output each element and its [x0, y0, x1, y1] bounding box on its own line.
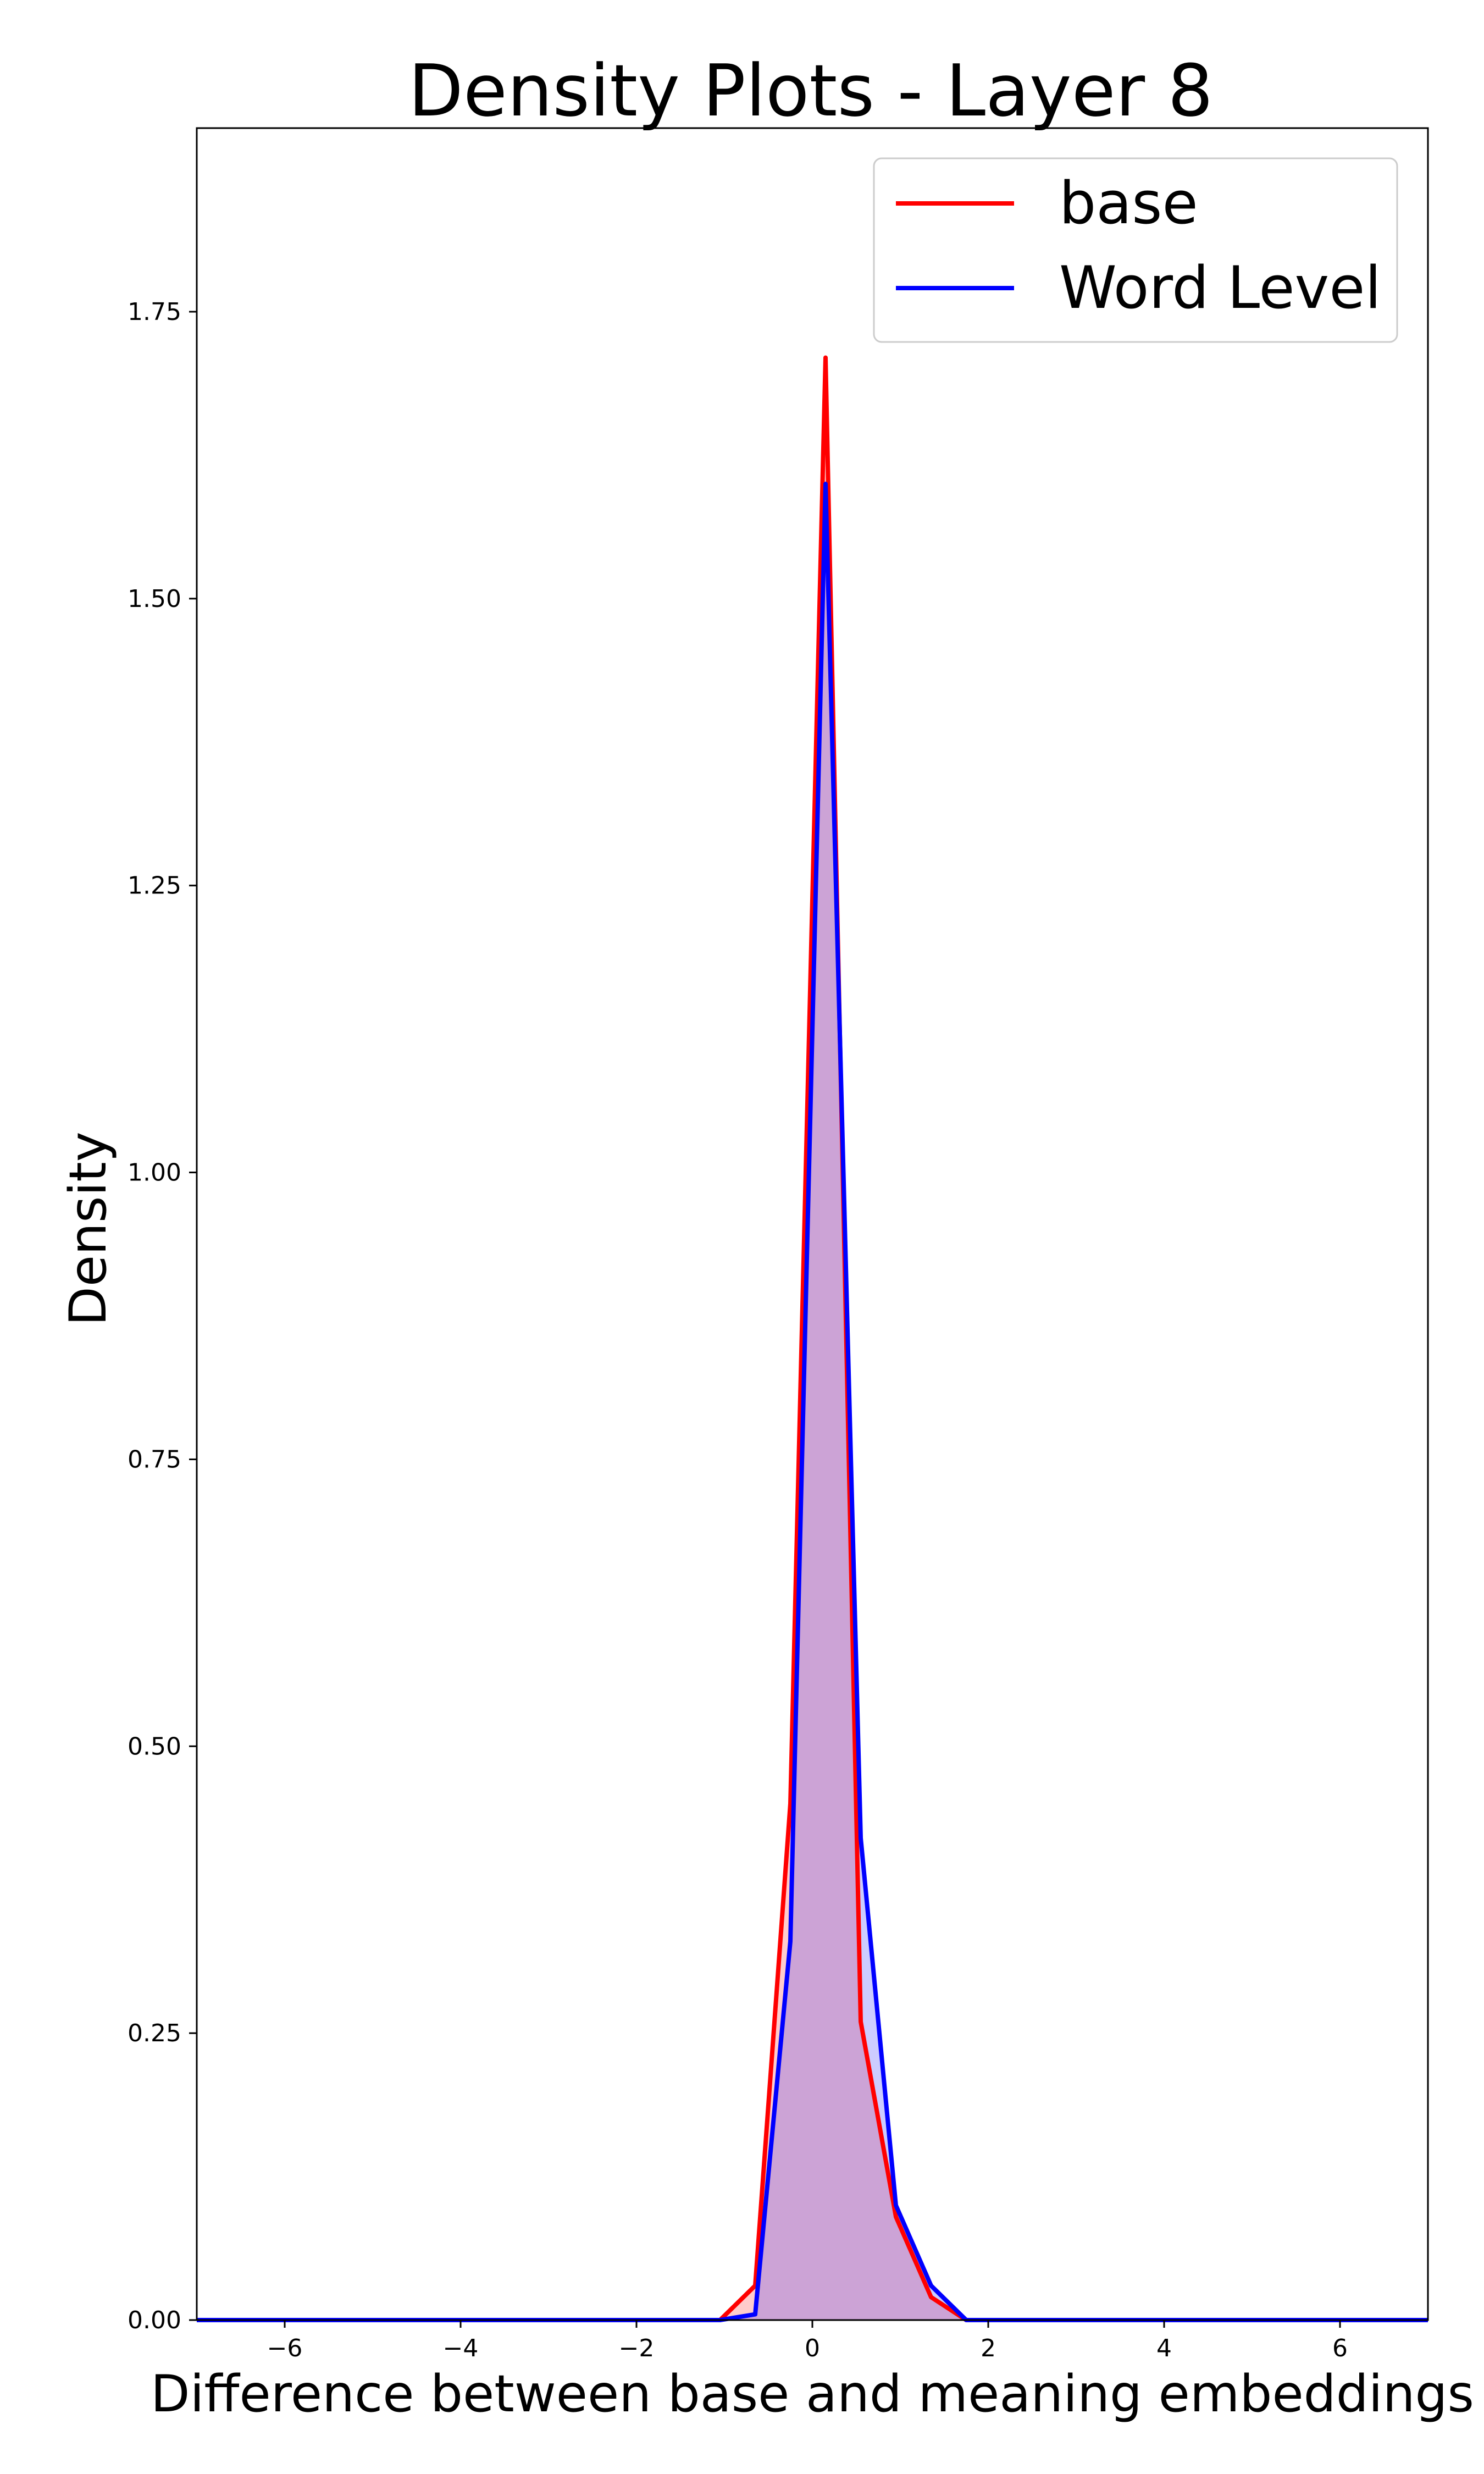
density-area-word-level — [197, 484, 1428, 2320]
legend: base Word Level — [873, 157, 1398, 343]
x-tick-label: 0 — [805, 2334, 820, 2362]
x-axis-ticks: −6 −4 −2 0 2 4 6 — [267, 2320, 1348, 2362]
y-axis-title: Density — [58, 1131, 118, 1326]
legend-label-word-level: Word Level — [1059, 254, 1381, 322]
y-tick-label: 0.00 — [128, 2306, 181, 2334]
plot-area-lines — [197, 355, 1428, 2322]
chart-title: Density Plots - Layer 8 — [408, 49, 1213, 132]
y-tick-label: 0.75 — [128, 1445, 181, 1473]
y-axis-ticks: 0.00 0.25 0.50 0.75 1.00 1.25 1.50 1.75 — [128, 298, 197, 2334]
y-tick-label: 0.50 — [128, 1732, 181, 1760]
x-tick-label: 6 — [1332, 2334, 1348, 2362]
legend-label-base: base — [1059, 169, 1198, 237]
plot-area-fills — [197, 357, 1428, 2320]
y-tick-label: 0.25 — [128, 2019, 181, 2047]
density-line-word-level — [197, 482, 1428, 2322]
y-tick-label: 1.25 — [128, 872, 181, 900]
x-tick-label: 2 — [981, 2334, 996, 2362]
y-tick-label: 1.75 — [128, 298, 181, 326]
x-tick-label: −2 — [619, 2334, 655, 2362]
x-axis-title: Difference between base and meaning embe… — [151, 2364, 1474, 2423]
x-tick-label: −6 — [267, 2334, 303, 2362]
y-tick-label: 1.00 — [128, 1159, 181, 1187]
x-tick-label: 4 — [1156, 2334, 1172, 2362]
density-area-base — [197, 357, 1428, 2320]
y-tick-label: 1.50 — [128, 585, 181, 613]
x-tick-label: −4 — [443, 2334, 479, 2362]
